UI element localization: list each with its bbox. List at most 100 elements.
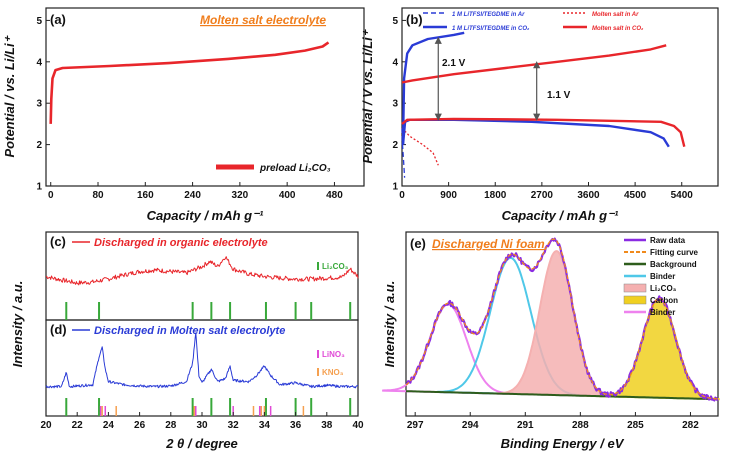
panel-cd-ylabel: Intensity / a.u. bbox=[10, 281, 25, 368]
panel-a-xtick-label: 80 bbox=[92, 190, 104, 201]
panel-e-ticks: 297 294 291 288 285 282 bbox=[407, 412, 699, 431]
panel-a-ticks: 0 80 160 240 320 400 480 1 2 3 4 5 bbox=[36, 16, 343, 201]
panel-d-xtick-label: 30 bbox=[196, 420, 208, 431]
panel-b-ticks: 0 900 1800 2700 3600 4500 5400 1 2 3 4 5 bbox=[392, 16, 693, 201]
panel-b-series-line-3 bbox=[401, 118, 670, 148]
panel-e-xtick-label: 297 bbox=[407, 420, 424, 431]
panel-a-xlabel: Capacity / mAh g⁻¹ bbox=[147, 208, 264, 223]
panel-d-xtick-label: 38 bbox=[321, 420, 333, 431]
panel-e-legend-label: Background bbox=[650, 260, 697, 269]
panel-e-peak-3 bbox=[496, 250, 617, 398]
panel-e-xtick-label: 294 bbox=[462, 420, 479, 431]
panel-e-legend-label: Binder bbox=[650, 272, 675, 281]
panel-b-xtick-label: 5400 bbox=[671, 190, 694, 201]
panel-b-xtick-label: 1800 bbox=[484, 190, 507, 201]
panel-b-legend-label-1: 1 M LiTFSI/TEGDME in Ar bbox=[452, 12, 525, 18]
panel-b-series-line-6 bbox=[401, 44, 667, 84]
panel-b-annotation-2-1v: 2.1 V bbox=[442, 58, 466, 69]
panel-d-xtick-label: 20 bbox=[40, 420, 52, 431]
panel-e: 297 294 291 288 285 282 (e) Discharged Ni foa… bbox=[382, 231, 720, 451]
panel-b-legend-label-3: Molten salt in Ar bbox=[592, 12, 639, 18]
panel-b-ytick-label: 4 bbox=[392, 57, 398, 68]
panel-b-xtick-label: 900 bbox=[440, 190, 457, 201]
panel-b-series bbox=[401, 31, 686, 178]
panel-b-series-line-2 bbox=[401, 127, 439, 166]
panel-d-ref-label-1: LiNO₃ bbox=[322, 350, 345, 359]
panel-e-legend-swatch bbox=[623, 295, 647, 305]
panel-a-ylabel: Potential / vs. Li/Li⁺ bbox=[2, 34, 17, 157]
panel-b-xlabel: Capacity / mAh g⁻¹ bbox=[502, 208, 619, 223]
panel-c-series bbox=[45, 256, 359, 320]
panel-a-legend-label: preload Li₂CO₃ bbox=[259, 163, 331, 174]
panel-a-ytick-label: 5 bbox=[36, 16, 42, 27]
panel-e-xtick-label: 282 bbox=[682, 420, 699, 431]
panel-a-xtick-label: 240 bbox=[184, 190, 201, 201]
panel-b-frame bbox=[401, 7, 719, 187]
panel-a-series-line bbox=[49, 41, 330, 124]
panel-e-legend-swatch bbox=[623, 283, 647, 293]
panel-e-xtick-label: 288 bbox=[572, 420, 589, 431]
panel-d-xtick-label: 40 bbox=[352, 420, 364, 431]
panel-b-xtick-label: 2700 bbox=[531, 190, 554, 201]
panel-a-frame bbox=[45, 7, 365, 187]
panel-d-xtick-label: 26 bbox=[134, 420, 146, 431]
panel-d-series bbox=[45, 332, 359, 416]
panel-e-label: (e) bbox=[410, 236, 426, 251]
panel-d-series-line bbox=[45, 332, 359, 389]
panel-d-label: (d) bbox=[50, 322, 67, 337]
panel-b: 0 900 1800 2700 3600 4500 5400 1 2 3 4 5 (b) 1 M Li… bbox=[360, 7, 719, 223]
panel-a: 0 80 160 240 320 400 480 1 2 3 4 5 (a) Molten salt … bbox=[2, 7, 365, 223]
panel-d-ticks: 20 22 24 26 28 30 32 34 36 38 40 bbox=[40, 412, 364, 431]
panel-e-legend: Raw data Fitting curve Background Binder Li₂… bbox=[623, 236, 699, 317]
panel-a-xtick-label: 480 bbox=[326, 190, 343, 201]
panel-c-label: (c) bbox=[50, 234, 66, 249]
panel-a-ytick-label: 3 bbox=[36, 99, 42, 110]
panel-cd: 20 22 24 26 28 30 32 34 36 38 40 (c) Discharged in… bbox=[10, 231, 364, 451]
panel-a-ytick-label: 1 bbox=[36, 182, 42, 193]
panel-b-label: (b) bbox=[406, 12, 423, 27]
panel-e-peak-1 bbox=[382, 303, 516, 396]
panel-e-series bbox=[382, 237, 720, 402]
panel-e-xtick-label: 291 bbox=[517, 420, 534, 431]
panel-e-background-line bbox=[406, 390, 717, 401]
panel-b-ytick-label: 1 bbox=[392, 182, 398, 193]
panel-c-title: Discharged in organic electrolyte bbox=[94, 237, 268, 249]
panel-c-ref-label: Li₂CO₃ bbox=[322, 262, 349, 271]
panel-b-ylabel: Potential / V vs. Li/Li⁺ bbox=[360, 28, 375, 163]
panel-d-xtick-label: 28 bbox=[165, 420, 177, 431]
panel-a-series bbox=[49, 41, 330, 124]
panel-b-legend-label-2: 1 M LiTFSI/TEGDME in CO₂ bbox=[452, 26, 530, 32]
panel-d-xtick-label: 32 bbox=[228, 420, 240, 431]
panel-d-ref-label-2: KNO₃ bbox=[322, 368, 344, 377]
panel-e-legend-label: Carbon bbox=[650, 296, 678, 305]
panel-e-legend-label: Fitting curve bbox=[650, 248, 699, 257]
panel-b-xtick-label: 0 bbox=[399, 190, 405, 201]
panel-e-frame bbox=[405, 231, 719, 417]
panel-b-series-line-4 bbox=[401, 31, 465, 145]
panel-b-legend-label-4: Molten salt in CO₂ bbox=[592, 26, 644, 32]
panel-e-fit-curve-line bbox=[405, 238, 718, 400]
panel-b-ytick-label: 3 bbox=[392, 99, 398, 110]
panel-a-ytick-label: 4 bbox=[36, 57, 42, 68]
panel-b-xtick-label: 3600 bbox=[577, 190, 600, 201]
panel-d-xtick-label: 34 bbox=[259, 420, 271, 431]
panel-c-series-line bbox=[45, 256, 359, 286]
panel-b-series-line-5 bbox=[401, 117, 686, 147]
panel-d-xtick-label: 22 bbox=[72, 420, 84, 431]
panel-a-xtick-label: 320 bbox=[232, 190, 249, 201]
panel-a-title: Molten salt electrolyte bbox=[200, 13, 326, 27]
panel-a-xtick-label: 0 bbox=[48, 190, 54, 201]
panel-d-xtick-label: 36 bbox=[290, 420, 302, 431]
panel-b-xtick-label: 4500 bbox=[624, 190, 647, 201]
panel-e-xlabel: Binding Energy / eV bbox=[501, 436, 625, 451]
panel-a-ytick-label: 2 bbox=[36, 140, 42, 151]
panel-e-ylabel: Intensity / a.u. bbox=[382, 281, 397, 368]
panel-d-xtick-label: 24 bbox=[103, 420, 115, 431]
panel-a-xtick-label: 160 bbox=[137, 190, 154, 201]
panel-e-title: Discharged Ni foam bbox=[432, 237, 545, 251]
panel-b-arrows bbox=[434, 36, 541, 121]
panel-b-ytick-label: 5 bbox=[392, 16, 398, 27]
panel-e-legend-label: Binder bbox=[650, 308, 675, 317]
panel-d-title: Discharged in Molten salt electrolyte bbox=[94, 325, 285, 337]
panel-e-xtick-label: 285 bbox=[627, 420, 644, 431]
